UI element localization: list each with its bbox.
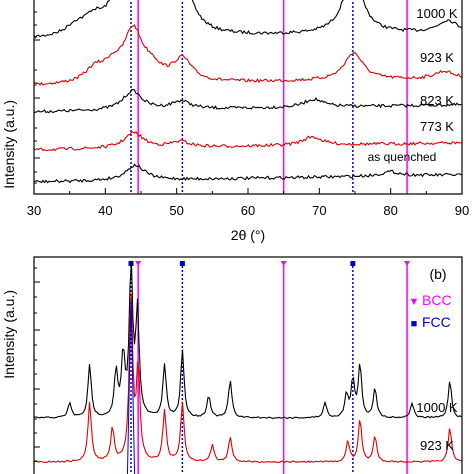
bcc-marker xyxy=(404,261,411,266)
panel-b-series-label: 923 K xyxy=(420,438,454,453)
panel-a-x-tick-label: 40 xyxy=(98,203,112,218)
panel-a-series-line xyxy=(33,0,462,39)
panel-a-series-line xyxy=(33,89,462,114)
panel-b-series-labels: 1000 K 923 K xyxy=(416,400,458,453)
panel-a-series-label: 823 K xyxy=(420,93,454,108)
panel-a: 30 40 50 60 70 80 90 1000 K 923 K 823 K 773 K as q… xyxy=(1,0,469,243)
panel-a-x-tick-label: 90 xyxy=(455,203,469,218)
fcc-marker xyxy=(350,261,356,266)
panel-a-x-axis-label: 2θ (°) xyxy=(231,227,265,243)
panel-a-y-axis-label: Intensity (a.u.) xyxy=(1,100,17,189)
panel-a-series-label: 1000 K xyxy=(416,6,458,21)
panel-b-series xyxy=(33,261,462,474)
panel-a-series-label: 773 K xyxy=(420,119,454,134)
panel-a-series-line xyxy=(33,24,462,87)
panel-b-label: (b) xyxy=(429,266,446,282)
panel-b-ticks xyxy=(34,267,40,462)
panel-b-series-label: 1000 K xyxy=(416,400,458,415)
panel-a-series-label: as quenched xyxy=(368,150,437,164)
panel-a-series xyxy=(33,0,462,184)
legend-fcc-marker: ■ xyxy=(411,318,418,330)
panel-b: 1000 K 923 K Intensity (a.u.) (b) ▼ BCC ■… xyxy=(1,256,463,474)
legend-fcc-label: FCC xyxy=(422,314,451,330)
panel-b-reference-lines xyxy=(130,262,408,474)
bcc-marker xyxy=(135,261,142,266)
legend-bcc-marker: ▼ xyxy=(409,296,420,308)
panel-b-y-axis-label: Intensity (a.u.) xyxy=(1,290,17,379)
panel-a-x-tick-label: 50 xyxy=(169,203,183,218)
panel-b-frame xyxy=(33,256,463,474)
panel-a-x-tick-label: 30 xyxy=(27,203,41,218)
panel-b-fcc-trace xyxy=(126,299,136,474)
panel-a-series-line xyxy=(33,130,462,152)
panel-a-x-tick-label: 80 xyxy=(383,203,397,218)
panel-a-x-tick-label: 70 xyxy=(312,203,326,218)
panel-a-series-label: 923 K xyxy=(420,50,454,65)
panel-a-ticks: 30 40 50 60 70 80 90 xyxy=(27,11,469,218)
panel-a-reference-lines xyxy=(130,0,408,194)
panel-a-x-tick-label: 60 xyxy=(241,203,255,218)
panel-b-series-line xyxy=(34,261,462,419)
panel-b-series-line xyxy=(33,293,462,464)
bcc-marker xyxy=(280,261,287,266)
panel-b-phase-markers xyxy=(128,261,411,266)
panel-a-series-labels: 1000 K 923 K 823 K 773 K as quenched xyxy=(368,6,458,164)
fcc-marker xyxy=(179,261,185,266)
panel-b-legend: ▼ BCC ■ FCC xyxy=(409,292,452,330)
panel-a-series-line xyxy=(33,163,462,184)
legend-bcc-label: BCC xyxy=(422,292,452,308)
